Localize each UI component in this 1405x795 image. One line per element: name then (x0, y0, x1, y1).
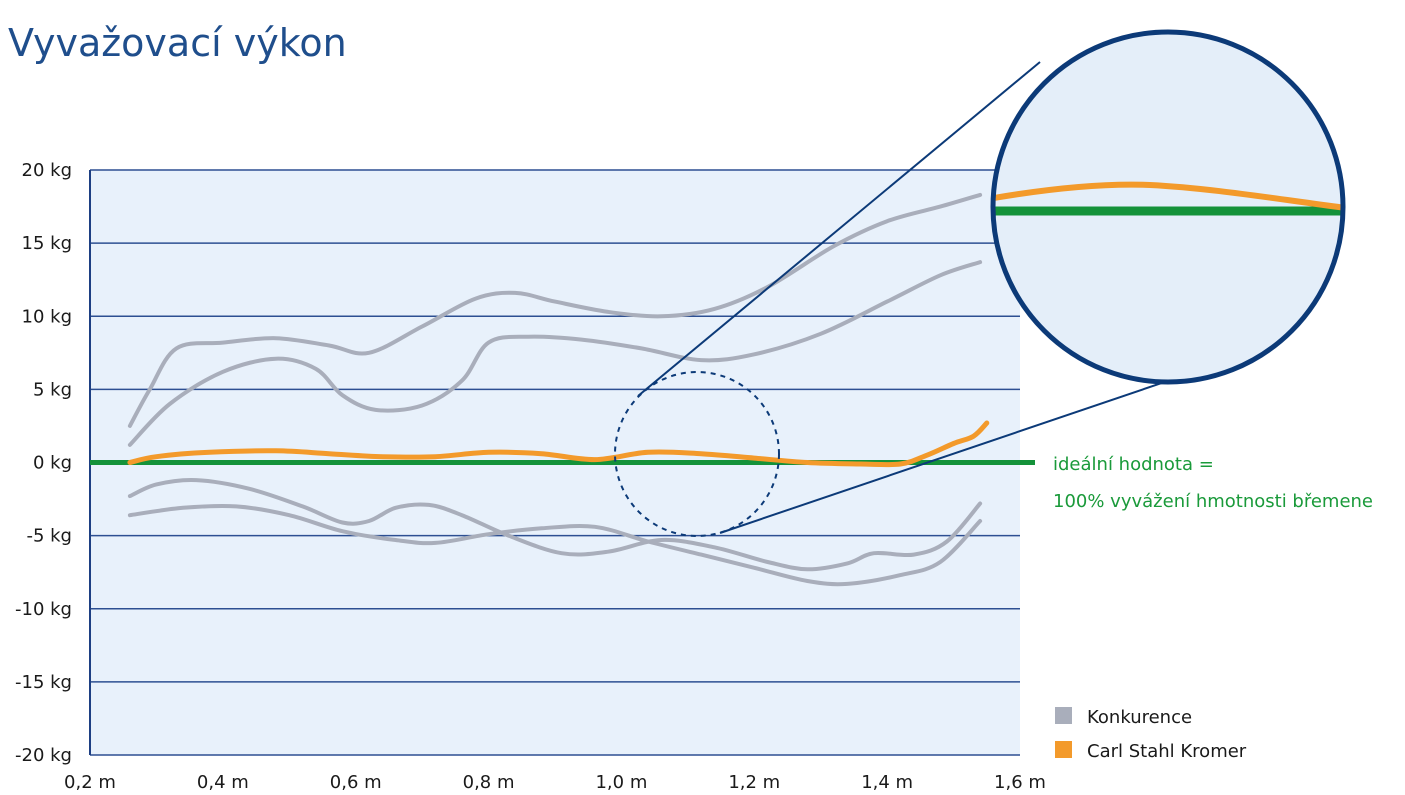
y-tick-label: 5 kg (33, 379, 72, 400)
x-tick-label: 0,6 m (330, 772, 382, 793)
x-tick-label: 1,4 m (861, 772, 913, 793)
grid-lines (90, 169, 1020, 756)
y-tick-label: 15 kg (22, 233, 72, 254)
zoom-circle-border (990, 29, 1346, 385)
series-line-konkurence-3 (127, 477, 983, 572)
y-tick-label: 0 kg (33, 453, 72, 474)
y-tick-labels: 20 kg 15 kg 10 kg 5 kg 0 kg -5 kg -10 kg -15 kg… (15, 160, 72, 766)
legend-label-carl-stahl-kromer: Carl Stahl Kromer (1087, 741, 1247, 762)
legend: Konkurence Carl Stahl Kromer (1055, 707, 1247, 762)
y-tick-label: -15 kg (15, 672, 72, 693)
x-tick-label: 1,6 m (994, 772, 1046, 793)
y-tick-label: -20 kg (15, 745, 72, 766)
zoom-connector-line-bottom (719, 369, 1201, 534)
series-line-konkurence-1 (127, 192, 983, 428)
chart-title: Vyvažovací výkon (8, 21, 347, 65)
ideal-note-line2: 100% vyvážení hmotnosti břemene (1053, 491, 1373, 512)
legend-swatch-konkurence (1055, 707, 1072, 724)
x-tick-labels: 0,2 m 0,4 m 0,6 m 0,8 m 1,0 m 1,2 m 1,4 m 1,6 m (64, 772, 1046, 793)
x-tick-label: 1,2 m (728, 772, 780, 793)
y-tick-label: -5 kg (26, 526, 72, 547)
zoom-source-circle (614, 371, 780, 537)
zoom-series-line (993, 181, 1343, 211)
x-tick-label: 0,8 m (463, 772, 515, 793)
zoom-magnifier (990, 29, 1346, 385)
series-line-konkurence-4 (127, 503, 983, 587)
ideal-note-line1: ideální hodnota = (1053, 454, 1214, 475)
x-tick-label: 0,4 m (197, 772, 249, 793)
series-line-konkurence-2 (127, 260, 983, 447)
x-tick-label: 1,0 m (595, 772, 647, 793)
x-tick-label: 0,2 m (64, 772, 116, 793)
y-tick-label: 10 kg (22, 306, 72, 327)
series-group (127, 192, 990, 587)
zoom-connector-line-top (637, 61, 1041, 397)
y-tick-label: -10 kg (15, 599, 72, 620)
legend-swatch-carl-stahl-kromer (1055, 741, 1072, 758)
series-line-carl-stahl-kromer (127, 420, 990, 468)
y-tick-label: 20 kg (22, 160, 72, 181)
legend-label-konkurence: Konkurence (1087, 707, 1192, 728)
